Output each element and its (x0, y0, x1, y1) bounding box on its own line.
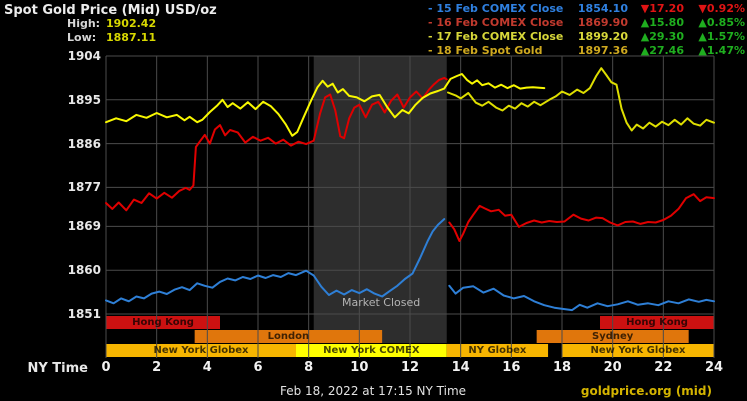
legend-change: ▲27.46 (640, 44, 684, 57)
legend-value: 1897.36 (577, 44, 628, 57)
session-bar-hong-kong (600, 316, 714, 329)
footer-source: goldprice.org (mid) (580, 384, 712, 398)
high-label: High: (67, 17, 101, 30)
session-bar-ny-globex (446, 344, 549, 357)
chart-title: Spot Gold Price (Mid) USD/oz (4, 3, 217, 18)
legend-label: - 16 Feb COMEX Close (428, 16, 564, 29)
x-tick-label: 16 (502, 360, 521, 375)
session-bar-new-york-comex (296, 344, 447, 357)
price-line-18-feb-spot-gold (105, 73, 546, 137)
x-tick-label: 10 (350, 360, 369, 375)
session-label-hong-kong: Hong Kong (626, 317, 688, 328)
low-value: 1887.11 (106, 31, 157, 44)
x-tick-label: 20 (603, 360, 622, 375)
footer-timestamp: Feb 18, 2022 at 17:15 NY Time (279, 384, 467, 398)
low-label: Low: (67, 31, 97, 44)
x-tick-label: 4 (202, 360, 212, 375)
session-label-new-york-globex: New York Globex (590, 345, 686, 356)
x-tick-label: 2 (152, 360, 162, 375)
y-tick-label: 1869 (67, 219, 101, 234)
session-label-sydney: Sydney (592, 331, 634, 342)
legend-change-pct: ▼0.92% (698, 2, 745, 15)
x-axis-title: NY Time (27, 361, 88, 376)
price-line-16-feb-comex-close (448, 193, 715, 242)
price-line-15-feb-comex-close (105, 218, 446, 305)
legend-change-pct: ▲1.57% (698, 30, 745, 43)
session-bar-hong-kong (106, 316, 220, 329)
y-tick-label: 1895 (67, 92, 101, 107)
market-closed-label: Market Closed (342, 296, 421, 309)
x-tick-label: 22 (654, 360, 673, 375)
session-bar-london (194, 330, 383, 343)
y-tick-label: 1877 (67, 180, 101, 195)
y-tick-label: 1851 (67, 307, 101, 321)
high-value: 1902.42 (106, 17, 157, 30)
y-tick-label: 1886 (67, 136, 101, 151)
x-tick-label: 12 (400, 360, 420, 375)
legend-value: 1899.20 (577, 30, 628, 43)
legend-change: ▲29.30 (640, 30, 684, 43)
legend-label: - 17 Feb COMEX Close (428, 30, 564, 43)
y-tick-label: 1860 (67, 263, 101, 278)
session-bar-new-york-globex (106, 344, 296, 357)
legend-value: 1854.10 (577, 2, 628, 15)
x-tick-label: 8 (304, 360, 314, 375)
x-tick-label: 18 (552, 360, 572, 375)
x-tick-label: 14 (451, 360, 470, 375)
x-tick-label: 0 (101, 360, 111, 375)
y-tick-label: 1904 (67, 49, 101, 63)
x-tick-label: 24 (704, 360, 724, 375)
session-label-hong-kong: Hong Kong (132, 317, 194, 328)
price-line-16-feb-comex-close (105, 76, 448, 212)
x-tick-label: 6 (253, 360, 263, 375)
legend-change: ▼17.20 (640, 2, 684, 15)
session-label-new-york-comex: New York COMEX (323, 345, 420, 356)
session-label-ny-globex: NY Globex (468, 345, 527, 356)
session-label-new-york-globex: New York Globex (153, 345, 249, 356)
session-bar-new-york-globex (562, 344, 714, 357)
price-line-15-feb-comex-close (448, 284, 715, 312)
legend-change: ▲15.80 (640, 16, 684, 29)
legend-label: - 15 Feb COMEX Close (428, 2, 564, 15)
legend-change-pct: ▲1.47% (698, 44, 745, 57)
legend-change-pct: ▲0.85% (698, 16, 745, 29)
price-line-17-feb-comex-close (447, 67, 715, 132)
legend-label: - 18 Feb Spot Gold (428, 44, 543, 57)
session-label-london: London (267, 331, 310, 342)
legend-value: 1869.90 (577, 16, 628, 29)
